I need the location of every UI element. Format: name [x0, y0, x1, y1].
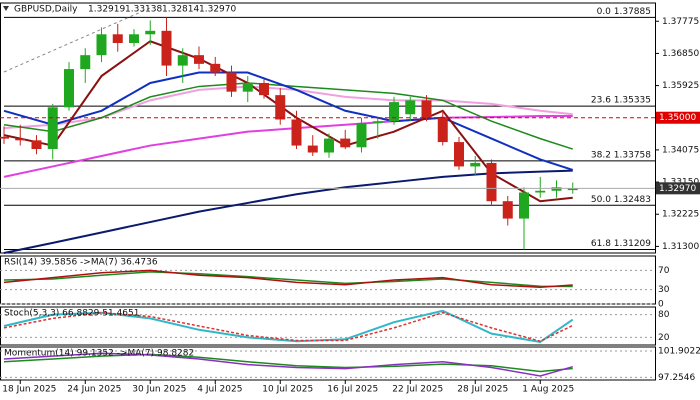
candle-body: [259, 82, 269, 96]
panel-frame: [0, 2, 656, 254]
y-tick-label: 1.37775: [662, 17, 699, 27]
candle-body: [161, 30, 172, 66]
candle-body: [145, 30, 156, 35]
y-tick-label: 101.9022: [658, 346, 700, 356]
candle-body: [129, 34, 139, 43]
moving-average: [3, 71, 574, 171]
x-tick-label: 4 Jul 2025: [197, 385, 242, 395]
y-tick-label: 30: [658, 285, 670, 295]
candle-body: [567, 188, 578, 191]
fib-label: 0.0 1.37885: [597, 7, 651, 17]
resistance-box: [656, 111, 700, 124]
candle-body: [194, 55, 204, 64]
x-tick-label: 30 Jun 2025: [132, 385, 186, 395]
panel-frame: [0, 346, 656, 381]
y-tick-label: 20: [658, 333, 670, 343]
last-price-box: [656, 182, 700, 195]
panel-frame: [0, 306, 656, 346]
candle-body: [486, 162, 497, 202]
candle-body: [372, 121, 383, 123]
y-tick-label: 97.2546: [658, 373, 695, 383]
candle-body: [177, 55, 188, 66]
candle-body: [340, 138, 351, 148]
x-tick-label: 24 Jun 2025: [67, 385, 121, 395]
y-tick-label: 1.34075: [662, 145, 699, 155]
panel-title: Stoch(5,3,3) 66.8829 51.4651: [4, 309, 139, 319]
y-tick-label: 1.32225: [662, 210, 699, 220]
candle-body: [226, 72, 237, 92]
ohlc-value: 1.32814: [162, 5, 199, 15]
candle-body: [15, 138, 26, 141]
fib-label: 50.0 1.32483: [591, 195, 651, 205]
trend-line: [3, 7, 151, 73]
indicator-line: [3, 353, 573, 373]
x-tick-label: 18 Jun 2025: [2, 385, 56, 395]
panel-frame: [0, 255, 656, 305]
chart-title: GBPUSD,Daily: [14, 5, 78, 15]
candle-body: [405, 100, 416, 115]
indicator-line: [3, 271, 573, 288]
indicator-line: [3, 309, 574, 344]
x-tick-label: 16 Jul 2025: [327, 385, 378, 395]
candle-body: [519, 192, 529, 219]
candle-body: [80, 55, 91, 70]
panel-title: RSI(14) 39.5856 ->MA(7) 36.4736: [4, 258, 158, 268]
candle-body: [324, 138, 334, 153]
candle-body: [535, 190, 546, 193]
candle-body: [242, 82, 253, 92]
candle-body: [275, 95, 286, 120]
fib-label: 38.2 1.33758: [591, 150, 651, 160]
candle-body: [112, 34, 123, 43]
candle-body: [47, 107, 58, 150]
y-tick-label: 70: [658, 266, 670, 276]
candle-body: [551, 187, 562, 191]
x-tick-label: 10 Jul 2025: [262, 385, 313, 395]
fib-label: 23.6 1.35335: [591, 96, 651, 106]
candle-body: [96, 34, 107, 56]
indicator-line: [3, 269, 573, 288]
candle-body: [31, 140, 42, 150]
candle-body: [0, 136, 9, 139]
indicator-line: [3, 352, 573, 377]
candle-body: [291, 119, 302, 146]
resistance-label: 1.35000: [659, 113, 696, 123]
candle-body: [307, 145, 318, 153]
y-tick-label: 1.36850: [662, 49, 699, 59]
ohlc-value: 1.32970: [199, 5, 236, 15]
y-tick-label: 1.35925: [662, 81, 699, 91]
candle-body: [454, 142, 464, 167]
ohlc-value: 1.32919: [88, 5, 125, 15]
candle-body: [470, 162, 481, 167]
candle-body: [356, 122, 367, 148]
ohlc-value: 1.33138: [125, 5, 162, 15]
last-price-label: 1.32970: [659, 184, 696, 194]
candle-body: [210, 63, 221, 73]
candle-body: [502, 201, 513, 219]
y-tick-label: 1.31300: [662, 242, 699, 252]
y-tick-label: 0: [658, 300, 664, 310]
x-tick-label: 28 Jul 2025: [457, 385, 508, 395]
x-tick-label: 22 Jul 2025: [392, 385, 443, 395]
fib-label: 61.8 1.31209: [591, 239, 651, 249]
candle-body: [421, 100, 432, 118]
x-tick-label: 1 Aug 2025: [522, 385, 574, 395]
candle-body: [389, 102, 399, 122]
indicator-line: [3, 311, 574, 342]
candle-body: [64, 69, 74, 108]
symbol-icon: [3, 6, 9, 11]
panel-title: Momentum(14) 99.1352 ->MA(7) 98.8282: [4, 349, 194, 359]
candle-body: [437, 117, 448, 143]
y-tick-label: 80: [658, 310, 670, 320]
